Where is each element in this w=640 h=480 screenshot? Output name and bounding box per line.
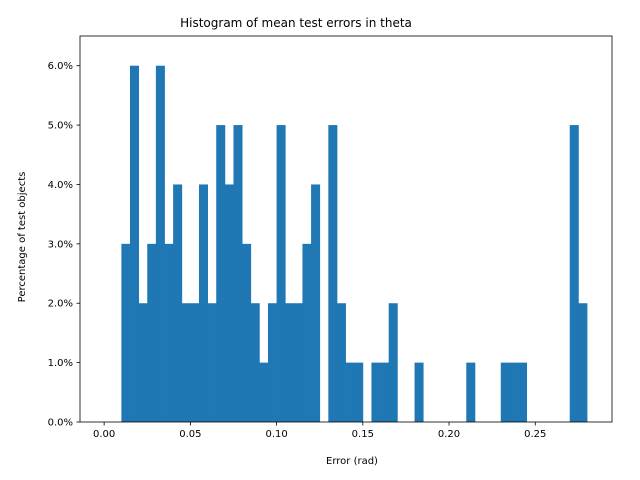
histogram-bar bbox=[216, 125, 226, 423]
histogram-bar bbox=[336, 303, 346, 422]
x-tick-label: 0.20 bbox=[438, 429, 460, 440]
chart-title: Histogram of mean test errors in theta bbox=[180, 16, 412, 30]
histogram-bar bbox=[414, 362, 424, 422]
x-tick-label: 0.15 bbox=[352, 429, 374, 440]
y-tick-label: 6.0% bbox=[48, 61, 73, 72]
histogram-bar bbox=[509, 362, 519, 422]
histogram-bar bbox=[518, 362, 528, 422]
histogram-bar bbox=[173, 184, 183, 422]
histogram-bar bbox=[181, 303, 191, 422]
histogram-bar bbox=[371, 362, 381, 422]
y-axis-label: Percentage of test objects bbox=[17, 172, 28, 303]
y-tick-label: 5.0% bbox=[48, 121, 73, 132]
histogram-bar bbox=[190, 303, 200, 422]
x-axis-label: Error (rad) bbox=[326, 456, 378, 467]
histogram-bar bbox=[311, 184, 321, 422]
histogram-bar bbox=[147, 243, 157, 422]
x-tick-label: 0.05 bbox=[179, 429, 201, 440]
histogram-bar bbox=[285, 303, 295, 422]
x-tick-label: 0.00 bbox=[93, 429, 115, 440]
histogram-bar bbox=[276, 125, 286, 423]
histogram-bar bbox=[293, 303, 303, 422]
histogram-bar bbox=[267, 303, 277, 422]
x-axis-ticks: 0.00 0.05 0.10 0.15 0.20 0.25 bbox=[93, 422, 546, 440]
histogram-bar bbox=[569, 125, 579, 423]
x-tick-label: 0.10 bbox=[265, 429, 287, 440]
histogram-bar bbox=[466, 362, 476, 422]
x-tick-label: 0.25 bbox=[524, 429, 546, 440]
y-axis-ticks: 0.0% 1.0% 2.0% 3.0% 4.0% 5.0% 6.0% bbox=[48, 61, 80, 429]
plot-frame bbox=[79, 35, 613, 423]
histogram-bar bbox=[155, 65, 165, 422]
histogram-bar bbox=[207, 303, 217, 422]
histogram-bar bbox=[328, 125, 338, 423]
histogram-bar bbox=[198, 184, 209, 422]
y-tick-label: 2.0% bbox=[48, 299, 73, 310]
y-tick-label: 1.0% bbox=[48, 358, 73, 369]
histogram-bar bbox=[259, 362, 269, 422]
histogram-bar bbox=[130, 65, 140, 422]
histogram-bar bbox=[250, 303, 260, 422]
histogram-bar bbox=[164, 243, 174, 422]
histogram-bar bbox=[138, 303, 148, 422]
histogram-bar bbox=[242, 243, 252, 422]
histogram-bar bbox=[500, 362, 510, 422]
histogram-bar bbox=[354, 362, 364, 422]
y-tick-label: 0.0% bbox=[48, 418, 73, 429]
histogram-bar bbox=[388, 303, 398, 422]
histogram-bar bbox=[224, 184, 234, 422]
y-tick-label: 3.0% bbox=[48, 239, 73, 250]
histogram-bar bbox=[302, 243, 312, 422]
histogram-bar bbox=[121, 243, 131, 422]
bars-group bbox=[121, 65, 588, 423]
histogram-bar bbox=[380, 362, 390, 422]
histogram-bar bbox=[345, 362, 355, 422]
y-tick-label: 4.0% bbox=[48, 180, 73, 191]
histogram-bar bbox=[233, 125, 243, 423]
histogram-bar bbox=[578, 303, 588, 422]
